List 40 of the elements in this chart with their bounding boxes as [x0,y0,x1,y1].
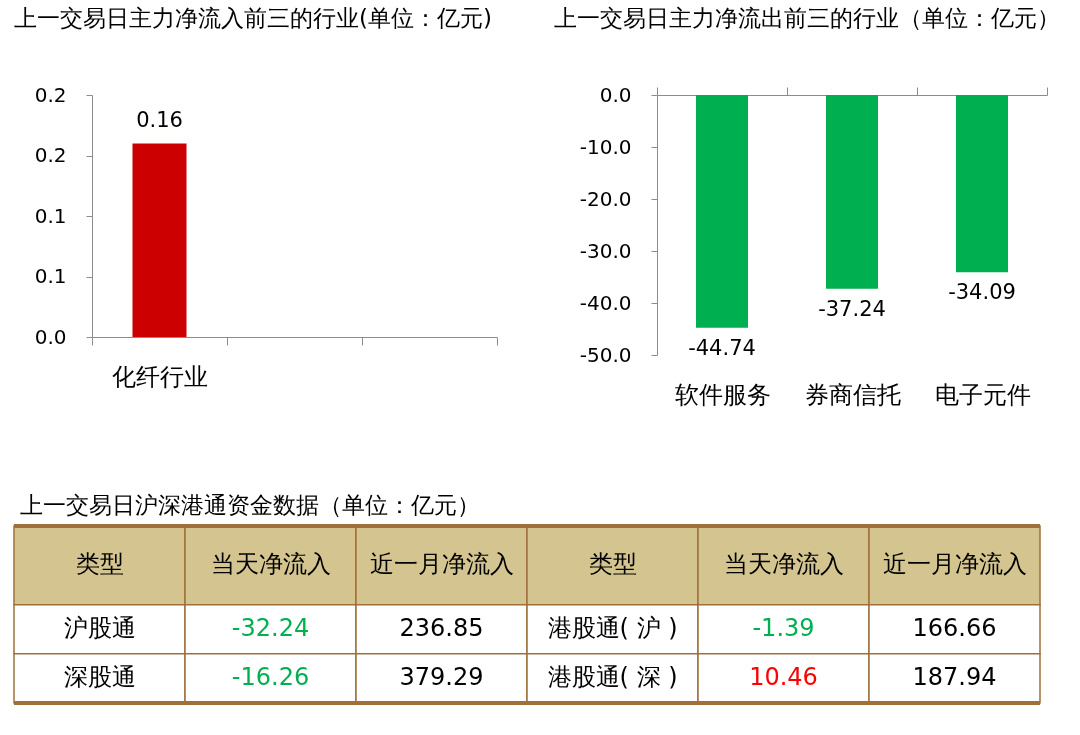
chart-title: 上一交易日沪深港通资金数据（单位：亿元） [20,492,480,518]
y-tick-label: 0.1 [34,264,67,288]
y-tick-label: -20.0 [579,186,632,211]
y-tick-label: -40.0 [579,290,632,315]
data-label: 187.94 [912,663,997,692]
y-tick-label: 0.2 [34,143,67,167]
data-label: 166.66 [912,614,997,643]
data-label: 236.85 [399,614,484,643]
data-label: 0.16 [136,108,183,133]
y-tick-label: 0.0 [599,82,632,107]
x-tick-label: 电子元件 [934,380,1031,409]
data-label: -1.39 [752,614,815,643]
data-label: -34.09 [948,280,1016,305]
data-label: -16.26 [231,663,310,692]
y-tick-label: 沪股通 [63,614,136,643]
y2-tick-label: 港股通( 深 ) [547,663,678,692]
x-tick-label: 近一月净流入 [369,550,514,579]
x-tick-label: 近一月净流入 [882,550,1027,579]
x-tick-label: 软件服务 [674,380,771,409]
data-label: -44.74 [688,335,756,360]
y-tick-label: 0.1 [34,203,67,228]
data-label: -32.24 [231,614,310,643]
y-tick-label: -50.0 [579,342,632,367]
y-tick-label: 0.0 [34,324,67,349]
x-tick-label: 券商信托 [804,380,901,409]
y2-axis-title: 类型 [588,550,637,579]
x-tick-label: 化纤行业 [112,362,208,391]
y-tick-label: 深股通 [63,663,136,692]
data-label: -37.24 [818,296,886,321]
y2-tick-label: 港股通( 沪 ) [547,614,678,643]
y-tick-label: -30.0 [579,238,632,263]
data-label: 10.46 [749,663,818,692]
chart-title: 上一交易日主力净流出前三的行业（单位：亿元） [554,5,1060,31]
x-tick-label: 当天净流入 [723,550,844,579]
y-axis-title: 类型 [75,550,124,579]
data-label: 379.29 [399,663,484,692]
y-tick-label: 0.2 [34,82,67,107]
x-tick-label: 当天净流入 [210,550,331,579]
y-tick-label: -10.0 [579,134,632,159]
chart-title: 上一交易日主力净流入前三的行业(单位：亿元) [14,5,492,31]
